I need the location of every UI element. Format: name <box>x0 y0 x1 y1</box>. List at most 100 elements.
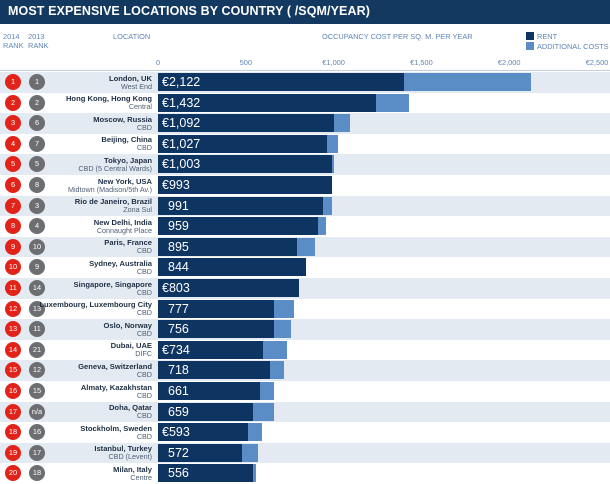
rank-2013-badge: n/a <box>29 403 45 420</box>
location-district: Zona Sul <box>123 205 152 215</box>
rank-2014-badge: 2 <box>5 94 21 111</box>
location-city: Almaty, Kazakhstan <box>80 382 152 392</box>
additional-costs-bar <box>323 196 333 215</box>
table-row <box>0 298 610 320</box>
location-district: CBD <box>136 246 152 256</box>
rank-2013-badge: 4 <box>29 218 45 235</box>
table-row <box>0 319 610 340</box>
additional-costs-bar <box>333 114 350 133</box>
rank-2014-badge: 12 <box>5 300 21 317</box>
rank-2013-badge: 7 <box>29 135 45 152</box>
value-label: 572 <box>168 445 189 460</box>
rank-2014-badge: 5 <box>5 156 21 173</box>
value-label: €2,122 <box>162 75 201 89</box>
location-city: Paris, France <box>104 238 152 248</box>
location-cell: London, UK West End <box>109 74 152 91</box>
additional-costs-bar <box>259 382 275 400</box>
rank-2014-year: 2014 <box>3 32 20 41</box>
value-label: 844 <box>168 260 189 275</box>
rent-bar <box>158 155 332 174</box>
rank-2014-badge: 18 <box>5 424 21 441</box>
rent-bar <box>158 196 324 215</box>
location-city: Stockholm, Sweden <box>80 423 152 433</box>
additional-costs-bar <box>296 237 316 256</box>
rent-bar <box>158 93 376 112</box>
rent-bar <box>158 340 264 359</box>
rank-2014-badge: 10 <box>5 259 21 276</box>
location-district: CBD <box>136 390 152 400</box>
location-district: CBD <box>136 369 152 379</box>
value-label: €1,027 <box>162 136 201 151</box>
x-tick-label: €1,000 <box>322 58 345 67</box>
location-city: Moscow, Russia <box>93 114 152 124</box>
value-label: 959 <box>168 219 189 234</box>
location-city: New Delhi, India <box>93 217 152 227</box>
table-row <box>0 401 610 423</box>
additional-costs-bar <box>252 464 256 483</box>
value-label: €734 <box>162 342 190 357</box>
rank-2013-badge: 15 <box>29 383 45 399</box>
location-cell: Dubai, UAE DIFC <box>111 341 152 358</box>
legend-additional-label: ADDITIONAL COSTS <box>537 42 609 51</box>
title-bar: MOST EXPENSIVE LOCATIONS BY COUNTRY ( /S… <box>0 0 610 24</box>
rent-bar <box>158 299 274 318</box>
rent-bar <box>158 258 307 277</box>
additional-costs-bar <box>403 73 531 91</box>
location-district: CBD <box>136 411 152 421</box>
x-tick-label: 0 <box>155 58 161 67</box>
rank-2013-badge: 1 <box>29 74 45 90</box>
rank-2013-label: RANK <box>28 41 49 50</box>
location-city: Rio de Janeiro, Brazil <box>74 197 152 207</box>
additional-costs-bar <box>270 361 285 380</box>
location-district: CBD (Levent) <box>108 452 152 462</box>
location-district: CBD <box>136 431 152 441</box>
location-city: Hong Kong, Hong Kong <box>65 94 152 104</box>
location-cell: Oslo, Norway CBD <box>103 321 152 338</box>
location-city: Oslo, Norway <box>103 320 152 330</box>
location-district: CBD <box>136 143 152 153</box>
rank-2013-badge: 10 <box>29 238 45 255</box>
rank-2013-badge: 12 <box>29 362 45 379</box>
rent-bar <box>158 423 248 442</box>
x-tick-label: €2,500 <box>585 58 609 67</box>
additional-costs-bar <box>273 320 291 339</box>
legend-rent-label: RENT <box>537 32 558 41</box>
value-label: €593 <box>162 425 190 440</box>
rent-bar <box>158 443 243 462</box>
location-district: CBD <box>136 328 152 338</box>
additional-costs-bar <box>263 340 287 359</box>
rank-2014-badge: 16 <box>5 383 21 399</box>
additional-costs-bar <box>247 423 263 442</box>
value-label: 756 <box>168 322 189 337</box>
value-label: 556 <box>168 466 189 481</box>
location-city: Tokyo, Japan <box>104 155 152 165</box>
rent-bar <box>158 217 318 236</box>
location-cell: Doha, Qatar CBD <box>109 403 152 420</box>
legend-additional-swatch <box>526 42 534 50</box>
rank-2014-badge: 17 <box>5 403 21 420</box>
table-row <box>0 381 610 402</box>
rank-2013-badge: 6 <box>29 115 45 132</box>
table-row <box>0 339 610 361</box>
location-cell: New Delhi, India Connaught Place <box>94 218 152 235</box>
location-cell: Sydney, Australia CBD <box>89 259 152 276</box>
rank-2013-badge: 13 <box>29 300 45 317</box>
location-city: Singapore, Singapore <box>73 279 152 289</box>
rank-2014-badge: 8 <box>5 218 21 235</box>
rank-2013-badge: 16 <box>29 424 45 441</box>
location-cell: Tokyo, Japan CBD (5 Central Wards) <box>78 156 152 173</box>
location-city: Beijing, China <box>101 135 152 145</box>
location-district: DIFC <box>135 349 152 359</box>
rank-2013-badge: 2 <box>29 94 45 111</box>
location-city: New York, USA <box>97 176 152 186</box>
rank-2014-badge: 15 <box>5 362 21 379</box>
location-cell: Milan, Italy Centre <box>113 465 152 482</box>
table-row <box>0 278 610 299</box>
rent-bar <box>158 464 253 483</box>
location-header: LOCATION <box>113 32 151 41</box>
location-cell: Luxembourg, Luxembourg City CBD <box>39 300 152 317</box>
location-city: Milan, Italy <box>113 464 152 474</box>
additional-costs-bar <box>273 299 295 318</box>
rank-2014-badge: 3 <box>5 115 21 132</box>
location-district: Midtown (Madison/5th Av.) <box>67 184 152 194</box>
